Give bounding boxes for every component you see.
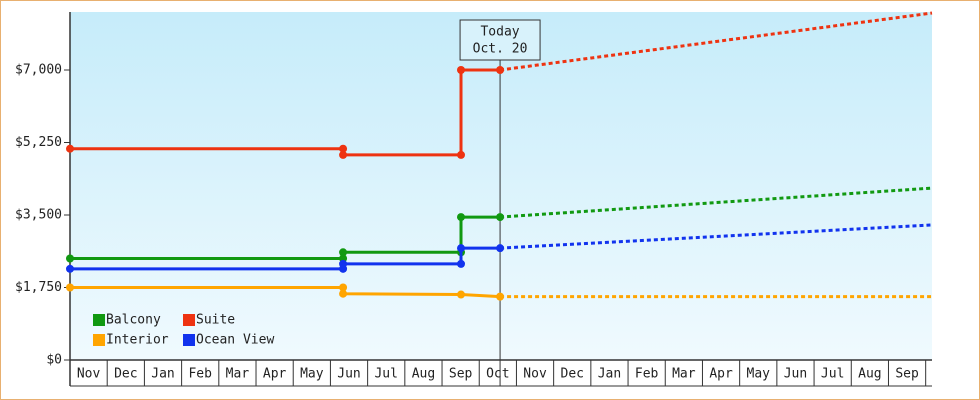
forecast-line — [499, 11, 933, 72]
price-line — [70, 215, 501, 260]
price-point — [457, 150, 466, 159]
price-point — [496, 244, 505, 253]
forecast-line — [499, 186, 933, 219]
y-tick-label: $3,500 — [15, 208, 62, 223]
price-point — [457, 66, 466, 74]
price-point — [339, 248, 348, 257]
legend-swatch — [183, 334, 195, 346]
plot-area — [70, 12, 932, 360]
price-point — [66, 283, 74, 292]
today-date: Oct. 20 — [473, 42, 528, 57]
x-tick-label: May — [300, 367, 324, 382]
price-point — [457, 244, 466, 253]
price-point — [457, 290, 466, 299]
legend-swatch — [93, 334, 105, 346]
price-point — [339, 283, 348, 292]
price-line — [70, 68, 501, 157]
legend-label: Interior — [106, 333, 169, 348]
x-tick-label: Dec — [114, 367, 137, 382]
x-tick-label: Nov — [523, 367, 547, 382]
x-tick-label: Mar — [672, 367, 696, 382]
y-tick-label: $7,000 — [15, 63, 62, 78]
x-tick-label: Jan — [151, 367, 174, 382]
price-point — [457, 259, 466, 268]
x-tick-label: Feb — [188, 367, 212, 382]
x-tick-label: Sep — [895, 367, 919, 382]
x-tick-label: Apr — [263, 367, 287, 382]
legend-label: Balcony — [106, 313, 161, 328]
legend-swatch — [183, 314, 195, 326]
x-tick-label: Apr — [709, 367, 733, 382]
price-line — [70, 246, 501, 271]
today-box — [459, 19, 541, 61]
x-tick-label: Jan — [598, 367, 621, 382]
x-tick-label: Feb — [635, 367, 659, 382]
y-tick-label: $0 — [46, 353, 62, 368]
x-tick-label: Jul — [374, 367, 397, 382]
x-tick-label: Nov — [77, 367, 101, 382]
legend-swatch — [93, 314, 105, 326]
x-tick-label: Sep — [449, 367, 473, 382]
price-point — [496, 213, 505, 222]
x-tick-label: Oct — [486, 367, 509, 382]
price-point — [496, 66, 505, 74]
x-tick-label: Jun — [337, 367, 360, 382]
x-tick-label: May — [747, 367, 771, 382]
today-label: Today — [480, 25, 519, 40]
legend-label: Suite — [196, 313, 235, 328]
x-tick-label: Mar — [226, 367, 250, 382]
price-point — [339, 150, 348, 159]
x-tick-label: Dec — [561, 367, 584, 382]
price-point — [339, 144, 348, 153]
forecast-line — [499, 223, 933, 250]
price-point — [339, 289, 348, 298]
y-tick-label: $1,750 — [15, 280, 62, 295]
price-point — [66, 254, 74, 263]
price-point — [66, 264, 74, 273]
legend-label: Ocean View — [196, 333, 274, 348]
x-tick-label: Jul — [821, 367, 844, 382]
price-point — [66, 144, 74, 153]
x-tick-label: Aug — [858, 367, 881, 382]
x-tick-label: Jun — [784, 367, 807, 382]
price-point — [339, 259, 348, 268]
price-point — [496, 292, 505, 301]
y-tick-label: $5,250 — [15, 135, 62, 150]
price-point — [457, 213, 466, 222]
x-tick-label: Aug — [412, 367, 435, 382]
